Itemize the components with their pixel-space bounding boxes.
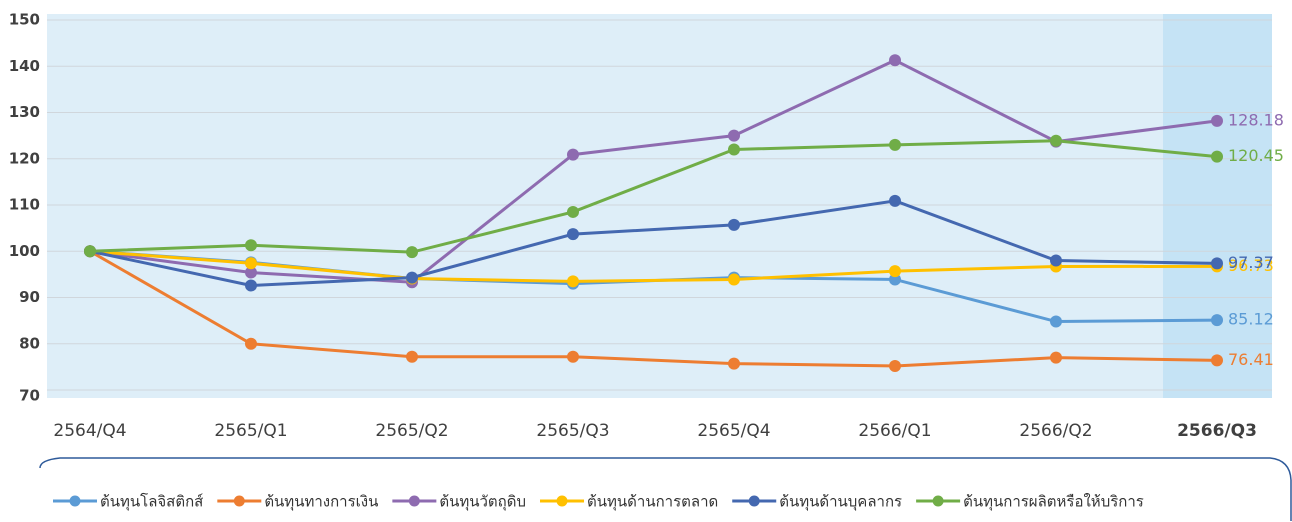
plot-area	[47, 14, 1272, 398]
y-tick-label: 120	[9, 149, 40, 167]
data-label: 76.41	[1228, 350, 1274, 369]
legend-label: ต้นทุนด้านบุคลากร	[779, 493, 902, 512]
data-point	[728, 143, 740, 156]
legend-label: ต้นทุนด้านการตลาด	[587, 493, 718, 512]
y-tick-label: 90	[19, 288, 40, 306]
x-tick-label: 2564/Q4	[53, 421, 126, 441]
data-point	[889, 359, 901, 372]
legend-swatch-dot	[932, 495, 944, 507]
data-point	[728, 273, 740, 286]
legend-label: ต้นทุนทางการเงิน	[264, 493, 378, 512]
data-point	[889, 138, 901, 151]
data-point	[889, 273, 901, 286]
series-line	[89, 249, 1218, 368]
x-tick-label: 2565/Q2	[375, 421, 448, 441]
data-point	[1211, 257, 1223, 270]
legend-swatch-dot	[556, 495, 568, 507]
x-tick-label: 2566/Q1	[858, 421, 931, 441]
data-point	[567, 205, 579, 218]
legend-swatch-dot	[233, 495, 245, 507]
data-point	[728, 357, 740, 370]
series-line	[89, 199, 1218, 287]
data-point	[245, 337, 257, 350]
data-point	[567, 350, 579, 363]
y-tick-label: 130	[9, 103, 40, 121]
data-label: 96.73	[1228, 256, 1274, 275]
data-point	[1050, 315, 1062, 328]
legend-frame	[39, 457, 1292, 521]
y-tick-label: 70	[19, 387, 40, 405]
series-line	[89, 58, 1218, 284]
x-tick-label: 2565/Q4	[697, 421, 770, 441]
x-tick-label: 2565/Q1	[214, 421, 287, 441]
data-point	[728, 129, 740, 142]
data-point	[567, 228, 579, 241]
data-point	[1050, 351, 1062, 364]
highlight-column	[1163, 14, 1272, 398]
data-point	[1050, 254, 1062, 267]
data-point	[406, 271, 418, 284]
data-point	[728, 218, 740, 231]
data-point	[245, 266, 257, 279]
x-tick-label: 2565/Q3	[536, 421, 609, 441]
data-point	[84, 245, 96, 258]
data-point	[1211, 150, 1223, 163]
y-tick-label: 80	[19, 334, 40, 352]
legend-swatch-dot	[69, 495, 81, 507]
data-point	[1211, 114, 1223, 127]
x-tick-label: 2566/Q2	[1019, 421, 1092, 441]
data-point	[406, 350, 418, 363]
legend-swatch-dot	[408, 495, 420, 507]
data-point	[245, 279, 257, 292]
legend-label: ต้นทุนการผลิตหรือให้บริการ	[963, 493, 1144, 512]
data-point	[889, 265, 901, 278]
legend-label: ต้นทุนโลจิสติกส์	[100, 493, 203, 512]
y-tick-label: 100	[9, 242, 40, 260]
data-point	[245, 257, 257, 270]
data-point	[406, 246, 418, 259]
data-label: 85.12	[1228, 310, 1274, 329]
data-point	[1211, 314, 1223, 327]
data-point	[567, 148, 579, 161]
y-tick-label: 110	[9, 196, 40, 214]
data-point	[1050, 134, 1062, 147]
y-tick-label: 140	[9, 57, 40, 75]
data-label: 120.45	[1228, 146, 1284, 165]
series-line	[89, 139, 1218, 254]
data-point	[567, 275, 579, 288]
data-point	[1211, 354, 1223, 367]
data-label: 97.37	[1228, 253, 1274, 272]
legend-label: ต้นทุนวัตถุดิบ	[439, 493, 526, 512]
data-point	[889, 194, 901, 207]
legend-swatch-dot	[748, 495, 760, 507]
series-line	[89, 249, 1218, 283]
data-label: 128.18	[1228, 110, 1284, 129]
y-tick-label: 150	[9, 11, 40, 29]
data-point	[245, 239, 257, 252]
data-point	[889, 54, 901, 67]
x-tick-label: 2566/Q3	[1177, 421, 1257, 441]
